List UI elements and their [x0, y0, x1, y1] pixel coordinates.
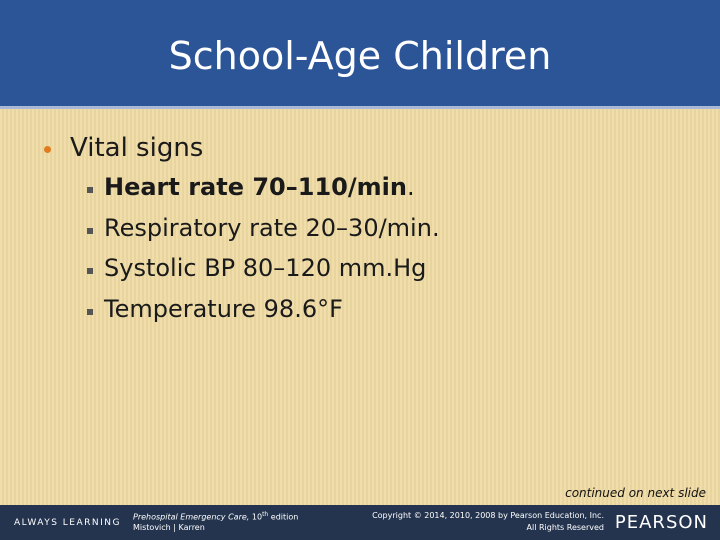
bullet-square: [87, 309, 93, 315]
footer: ALWAYS LEARNING Prehospital Emergency Ca…: [0, 505, 720, 540]
title: School-Age Children: [168, 34, 552, 78]
bullet-square: [87, 268, 93, 274]
edition: Prehospital Emergency Care, 10th edition: [133, 511, 298, 522]
bullet-dot: [44, 146, 51, 153]
book-title: Prehospital Emergency Care,: [133, 512, 250, 522]
sub-bullet: Temperature 98.6°F: [104, 295, 343, 323]
title-bar: [0, 0, 720, 109]
bullet-square: [87, 228, 93, 234]
note: continued on next slide: [565, 486, 706, 500]
bold-text: Heart rate 70–110/min: [104, 173, 407, 201]
edition-suffix: th: [262, 511, 269, 518]
edition-word: edition: [270, 512, 299, 522]
sub-bullet: Respiratory rate 20–30/min.: [104, 214, 440, 242]
tagline: ALWAYS LEARNING: [14, 518, 121, 528]
sub-bullet: Systolic BP 80–120 mm.Hg: [104, 254, 427, 282]
authors: Mistovich | Karren: [133, 523, 205, 532]
copyright: Copyright © 2014, 2010, 2008 by Pearson …: [372, 511, 604, 520]
bullet: Vital signs: [70, 133, 204, 163]
brand: PEARSON: [614, 512, 708, 533]
sub-bullet: Heart rate 70–110/min.: [104, 173, 415, 201]
text: .: [406, 173, 415, 201]
edition-number: 10: [251, 512, 263, 522]
rights: All Rights Reserved: [526, 523, 604, 532]
bullet-square: [87, 187, 93, 193]
